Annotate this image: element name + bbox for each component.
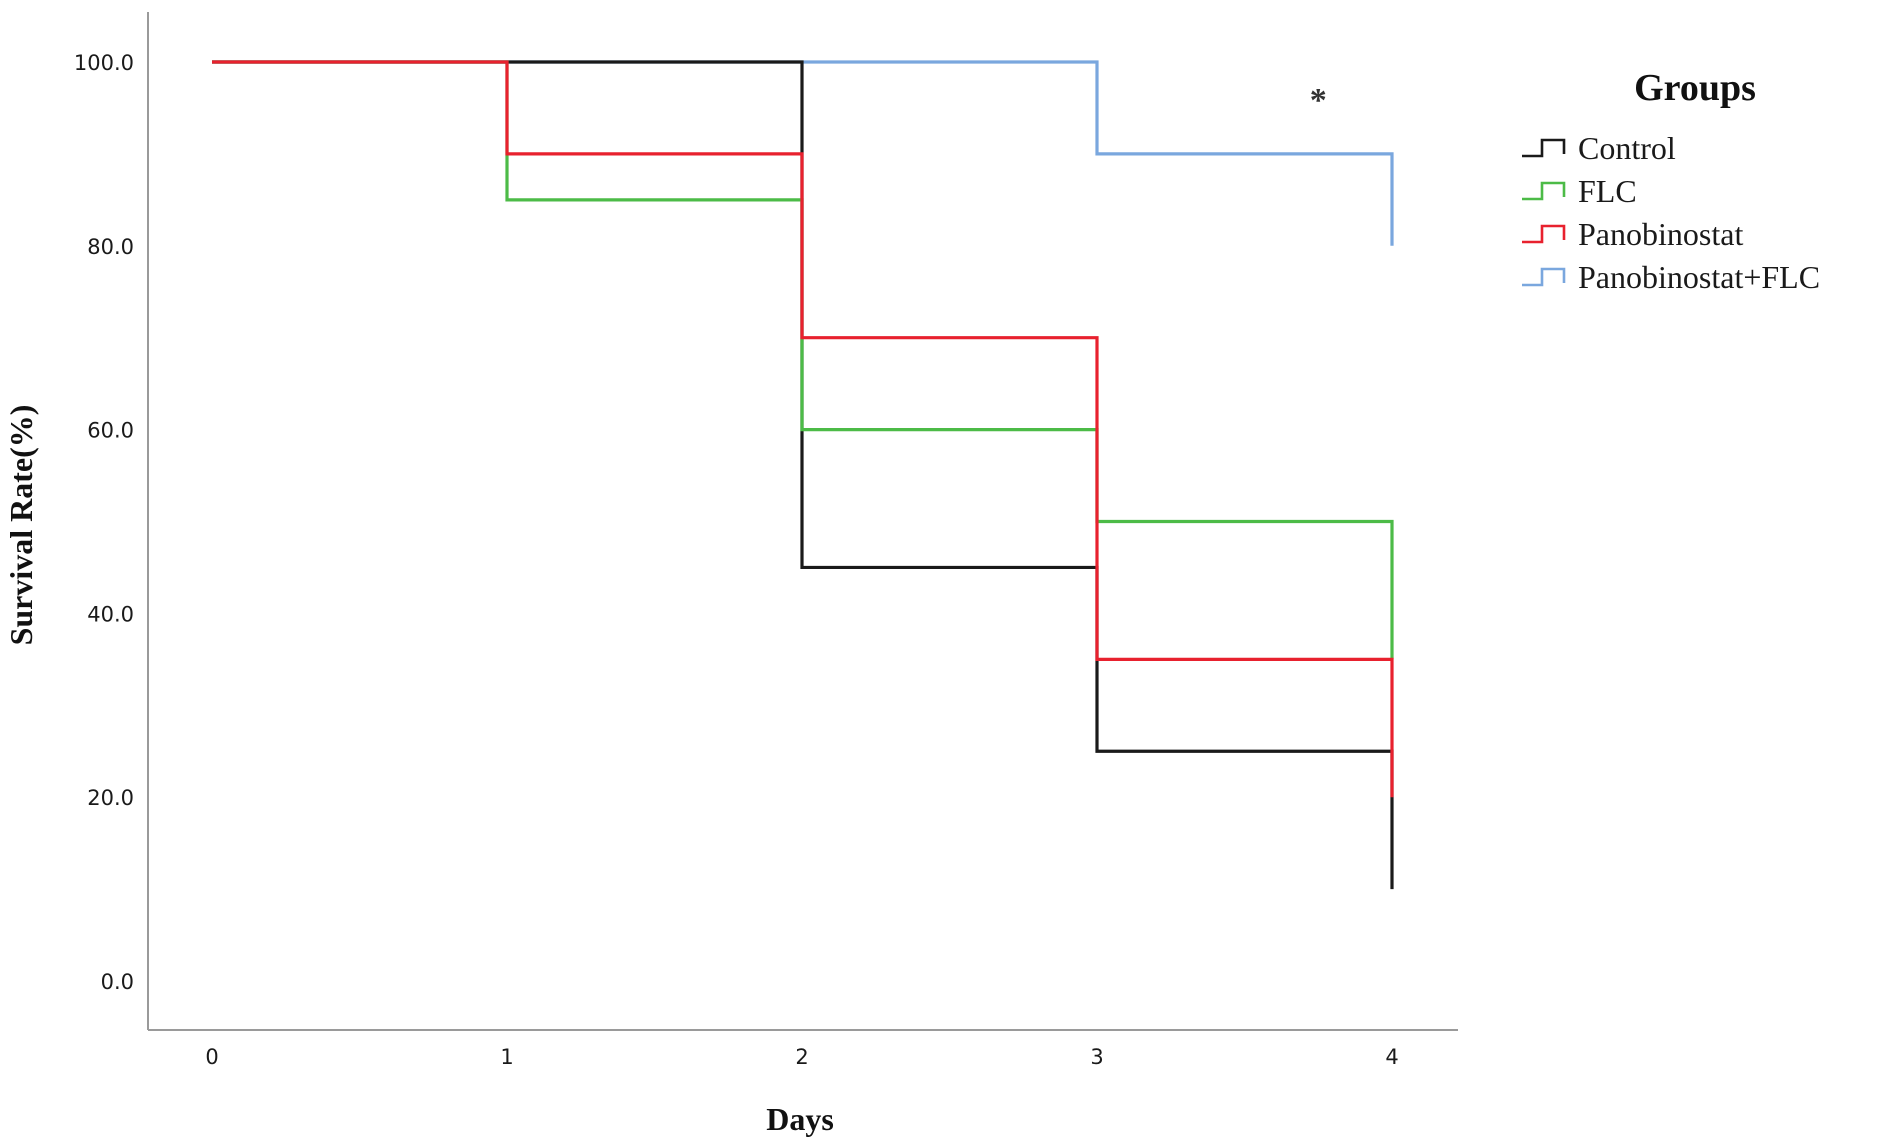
y-tick-labels: 0.0 20.0 40.0 60.0 80.0 100.0 bbox=[74, 51, 134, 994]
significance-marker: * bbox=[1310, 82, 1327, 119]
legend-swatch bbox=[1522, 267, 1566, 287]
legend-swatch bbox=[1522, 224, 1566, 244]
y-axis-title: Survival Rate(%) bbox=[3, 405, 39, 646]
x-tick-label: 4 bbox=[1385, 1045, 1398, 1069]
legend-swatch bbox=[1522, 181, 1566, 201]
legend-label: Control bbox=[1578, 130, 1676, 166]
x-axis-title: Days bbox=[766, 1101, 834, 1137]
y-tick-label: 100.0 bbox=[74, 51, 134, 75]
legend-label: Panobinostat+FLC bbox=[1578, 259, 1820, 295]
legend: Groups Control FLC Panobinostat Panobinosta… bbox=[1522, 67, 1820, 295]
legend-swatch bbox=[1522, 138, 1566, 158]
x-tick-labels: 0 1 2 3 4 bbox=[205, 1045, 1398, 1069]
x-tick-label: 0 bbox=[205, 1045, 218, 1069]
y-tick-label: 60.0 bbox=[87, 419, 134, 443]
series-line-control bbox=[212, 60, 1394, 890]
y-tick-label: 40.0 bbox=[87, 602, 134, 626]
series-layer bbox=[212, 60, 1394, 890]
legend-label: Panobinostat bbox=[1578, 216, 1743, 252]
x-tick-label: 2 bbox=[795, 1045, 808, 1069]
y-tick-label: 80.0 bbox=[87, 235, 134, 259]
legend-label: FLC bbox=[1578, 173, 1637, 209]
legend-title: Groups bbox=[1634, 67, 1756, 109]
legend-items: Control FLC Panobinostat Panobinostat+FLC bbox=[1522, 130, 1820, 295]
series-line-panobinostat bbox=[212, 60, 1394, 798]
y-tick-label: 20.0 bbox=[87, 786, 134, 810]
x-tick-label: 3 bbox=[1090, 1045, 1103, 1069]
y-tick-label: 0.0 bbox=[101, 970, 134, 994]
x-tick-label: 1 bbox=[500, 1045, 513, 1069]
